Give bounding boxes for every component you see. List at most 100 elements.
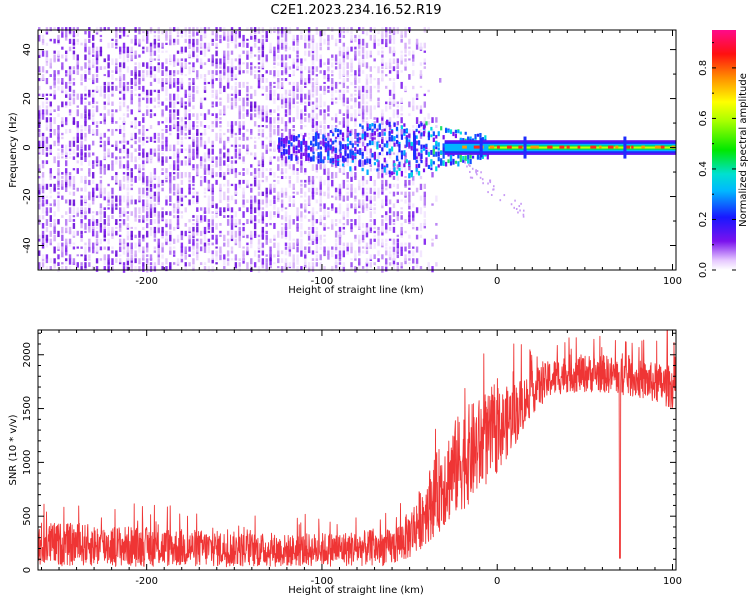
colorbar-label: Normalized spectral amplitude bbox=[738, 73, 749, 227]
spectrogram-noise-cell bbox=[385, 246, 388, 250]
spectrogram-noise-cell bbox=[165, 105, 168, 111]
spectrogram-noise-cell bbox=[126, 58, 130, 63]
spectrogram-noise-cell bbox=[153, 183, 157, 189]
spectrogram-noise-cell bbox=[288, 250, 292, 257]
spectrogram-streak-cell bbox=[513, 206, 516, 209]
spectrogram-signal-cell bbox=[408, 139, 411, 145]
spectrogram-noise-cell bbox=[72, 246, 76, 250]
spectrogram-noise-cell bbox=[250, 266, 253, 272]
spectrogram-noise-cell bbox=[76, 105, 79, 108]
spectrogram-noise-cell bbox=[219, 117, 222, 120]
spectrogram-noise-cell bbox=[331, 54, 334, 58]
spectrogram-noise-cell bbox=[45, 78, 49, 85]
spectrogram-noise-cell bbox=[41, 132, 45, 137]
spectrogram-noise-cell bbox=[192, 132, 195, 139]
spectrogram-noise-cell bbox=[323, 266, 326, 270]
spectrogram-noise-cell bbox=[172, 144, 176, 152]
spectrogram-noise-cell bbox=[331, 207, 334, 211]
spectrogram-noise-cell bbox=[91, 187, 95, 194]
spectrogram-noise-cell bbox=[346, 89, 349, 93]
spectrogram-noise-cell bbox=[91, 62, 95, 68]
spectrogram-noise-cell bbox=[64, 50, 68, 55]
spectrogram-noise-cell bbox=[107, 101, 110, 106]
spectrogram-noise-cell bbox=[49, 230, 52, 237]
spectrogram-noise-cell bbox=[203, 242, 207, 247]
spectrogram-noise-cell bbox=[408, 46, 411, 49]
spectrogram-noise-cell bbox=[149, 195, 153, 199]
spectrogram-noise-cell bbox=[381, 203, 384, 209]
spectrogram-noise-cell bbox=[253, 42, 257, 48]
spectrogram-noise-cell bbox=[331, 164, 334, 168]
spectrogram-signal-cell bbox=[420, 132, 423, 137]
spectrogram-noise-cell bbox=[196, 121, 199, 124]
spectrogram-noise-cell bbox=[223, 27, 226, 32]
spectrogram-noise-cell bbox=[419, 195, 423, 201]
spectrogram-noise-cell bbox=[381, 34, 384, 39]
spectrogram-noise-cell bbox=[38, 144, 41, 150]
signal-band-peak bbox=[489, 145, 495, 149]
spectrogram-noise-cell bbox=[41, 238, 45, 244]
spectrogram-signal-cell bbox=[280, 151, 283, 157]
spectrogram-noise-cell bbox=[192, 230, 195, 237]
spectrogram-noise-cell bbox=[126, 46, 130, 53]
spectrogram-noise-cell bbox=[126, 172, 130, 176]
spectrogram-noise-cell bbox=[350, 34, 353, 41]
spectrogram-noise-cell bbox=[184, 230, 187, 237]
spectrogram-noise-cell bbox=[38, 195, 41, 203]
spectrogram-noise-cell bbox=[280, 30, 284, 38]
spectrogram-signal-cell bbox=[437, 157, 440, 162]
spectrogram-noise-cell bbox=[226, 81, 230, 89]
spectrogram-noise-cell bbox=[358, 258, 361, 265]
spectrogram-noise-cell bbox=[64, 27, 68, 31]
spectrogram-noise-cell bbox=[323, 113, 326, 120]
spectrogram-noise-cell bbox=[226, 152, 230, 156]
spectrogram-noise-cell bbox=[385, 62, 388, 69]
spectrogram-noise-cell bbox=[49, 215, 52, 222]
spectrogram-noise-cell bbox=[404, 160, 407, 164]
spectrogram-noise-cell bbox=[126, 195, 130, 203]
spectrogram-signal-cell bbox=[449, 158, 453, 162]
spectrogram-noise-cell bbox=[188, 234, 191, 240]
spectrogram-noise-cell bbox=[61, 30, 64, 38]
spectrogram-noise-cell bbox=[203, 78, 207, 82]
spectrogram-noise-cell bbox=[242, 144, 245, 149]
spectrogram-noise-cell bbox=[311, 234, 315, 242]
spectrogram-noise-cell bbox=[99, 38, 103, 43]
spectrogram-noise-cell bbox=[277, 230, 280, 238]
spectrogram-noise-cell bbox=[99, 136, 103, 140]
spectrogram-noise-cell bbox=[361, 62, 365, 67]
spectrogram-noise-cell bbox=[223, 234, 226, 242]
spectrogram-noise-cell bbox=[219, 172, 222, 178]
spectrogram-noise-cell bbox=[423, 117, 427, 124]
spectrogram-noise-cell bbox=[149, 136, 153, 143]
spectrogram-noise-cell bbox=[145, 258, 149, 263]
spectrogram-noise-cell bbox=[296, 258, 299, 265]
spectrogram-noise-cell bbox=[142, 50, 145, 54]
spectrogram-noise-cell bbox=[176, 195, 180, 201]
spectrogram-noise-cell bbox=[354, 140, 357, 146]
spectrogram-noise-cell bbox=[180, 140, 184, 145]
spectrogram-noise-cell bbox=[261, 168, 265, 172]
spectrogram-noise-cell bbox=[184, 38, 187, 43]
spectrogram-signal-cell bbox=[346, 146, 350, 150]
spectrogram-noise-cell bbox=[311, 54, 315, 61]
spectrogram-noise-cell bbox=[172, 172, 176, 175]
spectrogram-signal-cell bbox=[388, 170, 391, 175]
spectrogram-noise-cell bbox=[296, 222, 299, 229]
spectrogram-noise-cell bbox=[365, 187, 369, 191]
spectrogram-noise-cell bbox=[80, 74, 83, 82]
spectrogram-noise-cell bbox=[296, 38, 299, 43]
spectrogram-signal-cell bbox=[300, 147, 303, 152]
spectrogram-signal-cell bbox=[366, 126, 369, 131]
spectrogram-noise-cell bbox=[388, 38, 392, 44]
spectrogram-noise-cell bbox=[230, 78, 234, 81]
spectrogram-noise-cell bbox=[361, 38, 365, 46]
spectrogram-signal-cell bbox=[351, 151, 354, 154]
spectrogram-signal-cell bbox=[471, 155, 475, 159]
spectrogram-noise-cell bbox=[238, 105, 241, 112]
spectrogram-noise-cell bbox=[296, 168, 299, 172]
spectrogram-noise-cell bbox=[307, 266, 311, 273]
spectrogram-signal-cell bbox=[403, 132, 406, 136]
spectrogram-noise-cell bbox=[408, 262, 411, 265]
spectrogram-noise-cell bbox=[203, 144, 207, 150]
